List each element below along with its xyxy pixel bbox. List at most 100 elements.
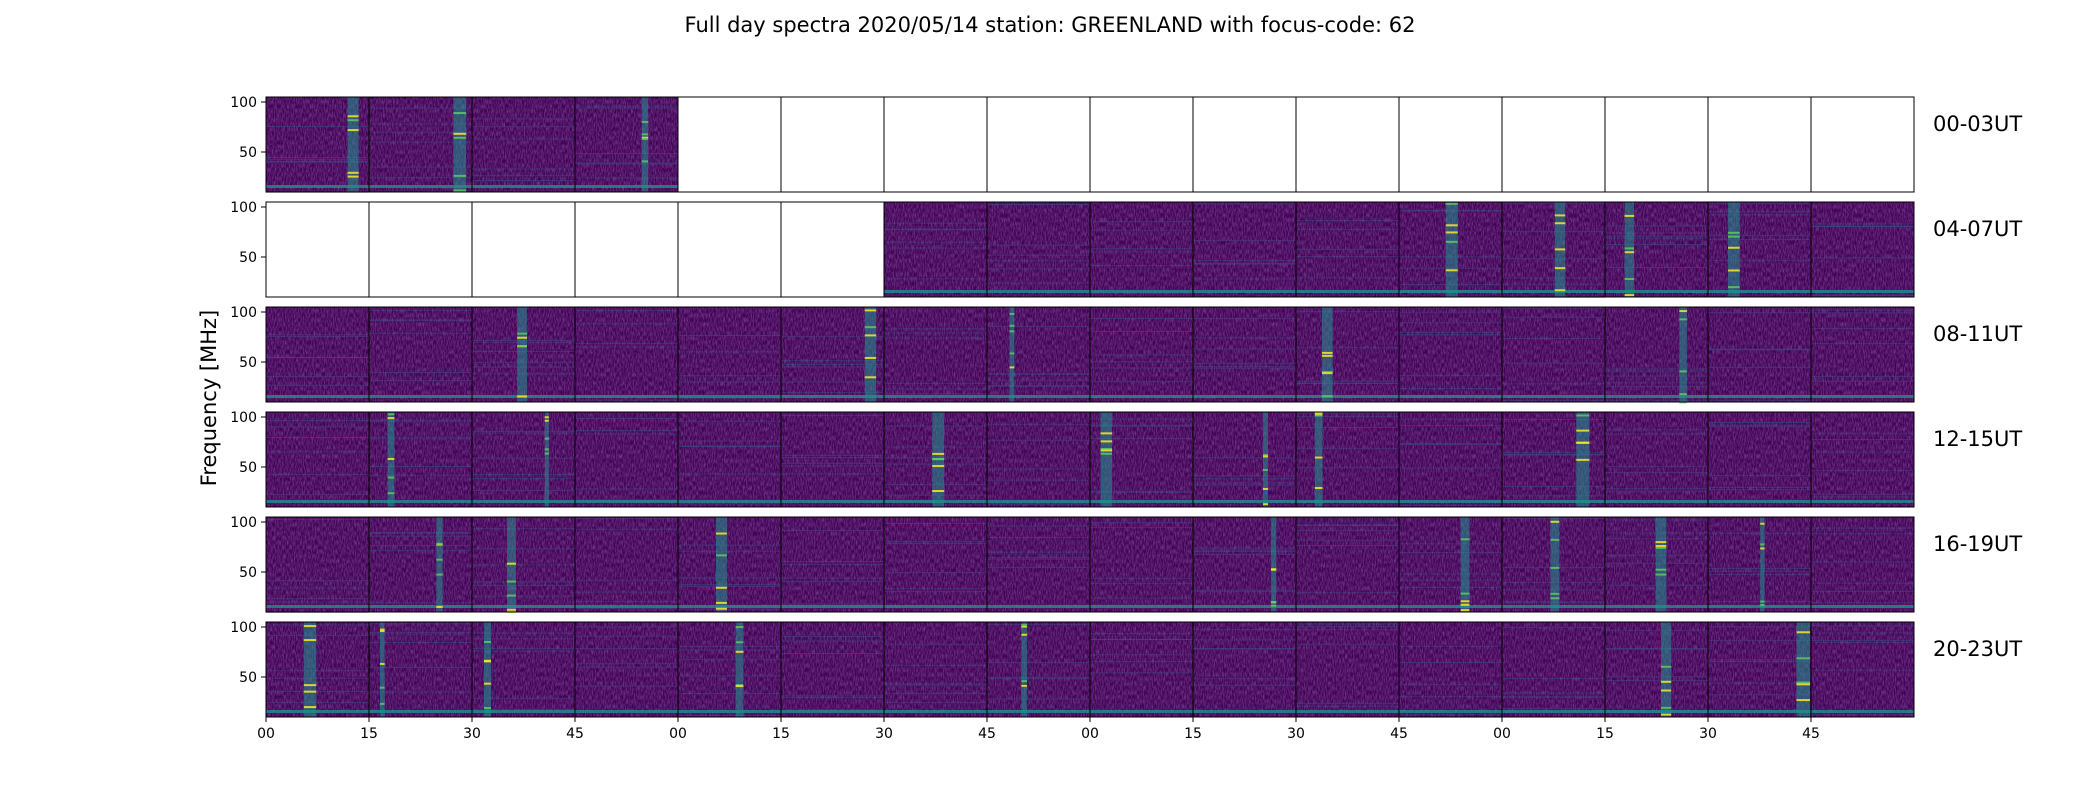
burst-highlight <box>506 562 516 565</box>
interference-line <box>781 336 884 338</box>
burst-highlight <box>864 334 877 337</box>
burst-highlight <box>506 580 516 583</box>
burst-highlight <box>1679 310 1687 313</box>
empty-panel <box>678 202 781 297</box>
burst <box>347 97 359 192</box>
spectrogram-panel <box>883 201 988 298</box>
interference-line <box>781 363 884 365</box>
spectrogram-panel <box>574 201 679 298</box>
burst-highlight <box>1021 633 1027 636</box>
interference-line <box>884 588 987 590</box>
row-time-label: 16-19UT <box>1933 532 2022 556</box>
interference-line <box>575 635 678 637</box>
interference-line <box>1811 625 1914 627</box>
interference-line <box>987 373 1090 375</box>
interference-line <box>1502 362 1605 364</box>
spectrogram-panel <box>1604 621 1709 718</box>
interference-line <box>1296 347 1399 349</box>
interference-line <box>472 474 575 476</box>
interference-line <box>1296 311 1399 313</box>
spectrogram-noise <box>1811 202 1914 297</box>
interference-line <box>1193 484 1296 486</box>
burst <box>1624 202 1635 297</box>
empty-panel <box>987 97 1090 192</box>
interference-line <box>575 162 678 164</box>
interference-line <box>1090 577 1193 579</box>
spectrogram-panel <box>1192 201 1297 298</box>
interference-line <box>575 105 678 107</box>
low-frequency-band <box>1296 290 1399 293</box>
spectrogram-panel <box>780 411 885 508</box>
interference-line <box>781 640 884 642</box>
interference-line <box>575 346 678 348</box>
interference-line <box>472 489 575 491</box>
spectrogram-noise <box>1605 412 1708 507</box>
empty-panel <box>575 202 678 297</box>
burst-highlight <box>1660 665 1672 668</box>
burst-highlight <box>544 419 549 422</box>
burst-highlight <box>303 639 317 642</box>
burst <box>1445 202 1458 297</box>
spectrogram-panel <box>574 516 679 613</box>
row-time-label: 20-23UT <box>1933 637 2022 661</box>
burst-highlight <box>1679 393 1687 396</box>
interference-line <box>987 525 1090 527</box>
interference-line <box>1502 307 1605 309</box>
interference-line <box>1090 229 1193 231</box>
interference-line <box>1193 263 1296 265</box>
spectrogram-noise <box>678 307 781 402</box>
burst-highlight <box>1262 454 1268 457</box>
burst-highlight <box>715 607 727 610</box>
low-frequency-band <box>1708 395 1811 398</box>
burst <box>1021 622 1027 717</box>
spectrogram-panel <box>986 96 1091 193</box>
interference-line <box>781 381 884 383</box>
interference-line <box>1399 551 1502 553</box>
burst-highlight <box>1021 624 1027 627</box>
x-tick-label: 15 <box>772 726 790 742</box>
spectrogram-panel <box>677 411 782 508</box>
interference-line <box>472 138 575 140</box>
interference-line <box>1296 412 1399 414</box>
spectrogram-panel <box>780 516 885 613</box>
burst-highlight <box>484 659 491 662</box>
burst-highlight <box>453 174 467 177</box>
interference-line <box>987 536 1090 538</box>
interference-line <box>1193 547 1296 549</box>
interference-line <box>1708 475 1811 477</box>
interference-line <box>678 446 781 448</box>
burst-highlight <box>1262 503 1268 506</box>
burst-highlight <box>641 120 649 123</box>
interference-line <box>575 177 678 179</box>
interference-line <box>1193 367 1296 369</box>
interference-line <box>1708 682 1811 684</box>
interference-line <box>575 429 678 431</box>
interference-line <box>1605 648 1708 650</box>
low-frequency-band <box>1090 290 1193 293</box>
interference-line <box>884 692 987 694</box>
burst-highlight <box>641 133 649 136</box>
interference-line <box>369 319 472 321</box>
burst-highlight <box>453 136 467 139</box>
interference-line <box>1193 203 1296 205</box>
spectrogram-panel <box>986 621 1091 718</box>
interference-line <box>1811 327 1914 329</box>
row-time-label: 08-11UT <box>1933 322 2022 346</box>
interference-line <box>884 542 987 544</box>
interference-line <box>884 332 987 334</box>
burst-highlight <box>347 115 359 118</box>
spectrogram-panel <box>368 201 473 298</box>
spectra-row: 100 50 16-19UT <box>230 515 2022 614</box>
interference-line <box>1605 629 1708 631</box>
interference-line <box>1708 214 1811 216</box>
spectrogram-noise <box>884 307 987 402</box>
interference-line <box>1193 482 1296 484</box>
interference-line <box>1090 490 1193 492</box>
burst-highlight <box>735 641 744 644</box>
chart-title: Full day spectra 2020/05/14 station: GRE… <box>685 13 1416 37</box>
interference-line <box>1708 626 1811 628</box>
interference-line <box>987 203 1090 205</box>
spectrogram-panel <box>1501 96 1606 193</box>
interference-line <box>987 623 1090 625</box>
spectrogram-noise <box>987 412 1090 507</box>
